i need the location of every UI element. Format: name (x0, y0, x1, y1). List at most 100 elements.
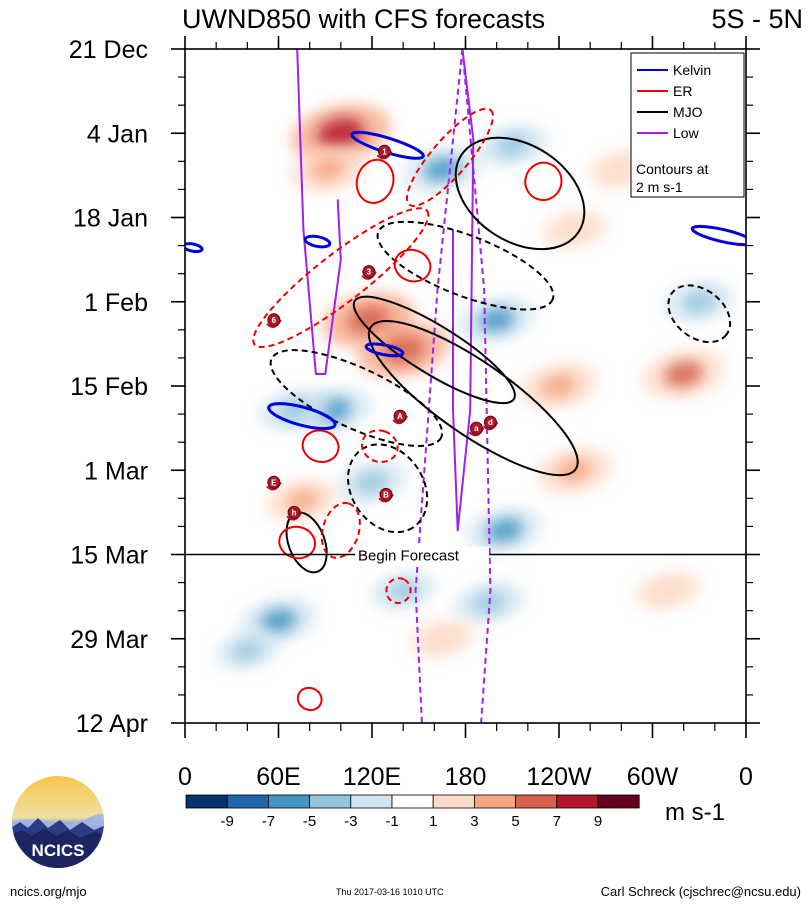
anomaly-blob-core (347, 305, 391, 334)
mjo-contour (367, 319, 579, 477)
colorbar-swatch (473, 794, 516, 809)
storm-marker-label: A (397, 412, 403, 421)
legend: Kelvin ER MJO Low Contours at 2 m s-1 (630, 52, 745, 198)
storm-marker-label: 6 (272, 316, 277, 325)
x-tick-label: 120E (343, 763, 401, 791)
colorbar-tick-label: 7 (553, 813, 561, 830)
kelvin-contour (267, 402, 337, 431)
legend-box (630, 52, 745, 198)
anomaly-blob-core (355, 471, 389, 494)
x-tick-label: 0 (739, 763, 753, 791)
colorbar-units: m s-1 (665, 799, 725, 826)
mjo-contour (269, 349, 444, 447)
y-tick-label: 12 Apr (76, 710, 148, 738)
wave-contours (185, 49, 746, 723)
y-tick-label: 18 Jan (73, 205, 148, 233)
anomaly-blob-core (653, 580, 683, 601)
anomaly-blob-core (540, 374, 578, 398)
y-tick-label: 15 Mar (70, 542, 148, 570)
storm-marker-circle (267, 313, 281, 327)
colorbar-swatch (350, 794, 393, 809)
low-contour (452, 49, 475, 532)
anomaly-blob-core (232, 641, 263, 661)
region-label: 5S - 5N (711, 4, 803, 34)
colorbar-swatch (597, 794, 640, 809)
legend-label-mjo: MJO (673, 104, 703, 120)
low-contour (414, 49, 464, 723)
storm-marker-circle (267, 475, 281, 489)
mjo-contour (454, 136, 586, 251)
legend-note-line2: 2 m s-1 (636, 179, 683, 195)
axes: 21 Dec 4 Jan 18 Jan 1 Feb 15 Feb 1 Mar 15 Mar 2… (69, 36, 760, 791)
colorbar-swatch (556, 794, 599, 809)
colorbar-swatch (185, 794, 228, 809)
y-tick-label: 15 Feb (70, 373, 148, 401)
x-tick-label: 60E (256, 763, 300, 791)
x-tick-label: 180 (445, 763, 487, 791)
colorbar-tick-label: -1 (385, 813, 398, 830)
kelvin-contour (185, 242, 204, 254)
colorbar-tick-label: 1 (429, 813, 437, 830)
ncics-logo: NCICS (12, 776, 104, 868)
chart-title: UWND850 with CFS forecasts (182, 4, 545, 34)
storm-marker-circle (379, 487, 393, 501)
colorbar-tick-label: 3 (470, 813, 478, 830)
anomaly-blob-core (285, 489, 319, 512)
legend-note-line1: Contours at (636, 161, 708, 177)
legend-label-er: ER (673, 83, 692, 99)
storm-marker-label: 3 (367, 268, 372, 277)
er-contour (524, 161, 563, 202)
x-tick-label: 0 (178, 763, 192, 791)
legend-label-kelvin: Kelvin (673, 62, 711, 78)
legend-label-low: Low (673, 125, 700, 141)
anomaly-blob-core (478, 307, 515, 332)
storm-marker-label: h (292, 508, 297, 517)
er-contour (320, 501, 361, 559)
er-contour (278, 525, 317, 560)
logo-text: NCICS (32, 841, 85, 860)
colorbar-tick-label: -7 (262, 813, 275, 830)
x-tick-label: 120W (526, 763, 592, 791)
colorbar: -9 -7 -5 -3 -1 1 3 5 7 9 (185, 794, 640, 830)
y-tick-label: 1 Mar (84, 457, 148, 485)
mjo-contour (376, 220, 555, 311)
er-contour (252, 207, 430, 349)
storm-marker-circle (377, 144, 391, 158)
storm-marker-circle (483, 415, 497, 429)
colorbar-swatch (432, 794, 475, 809)
kelvin-contour (303, 234, 332, 249)
y-tick-label: 29 Mar (70, 626, 148, 654)
mjo-contour (352, 295, 516, 405)
footer-url[interactable]: ncics.org/mjo (10, 884, 87, 899)
colorbar-tick-label: -3 (344, 813, 357, 830)
anomaly-blob-core (606, 159, 637, 179)
er-contour (385, 577, 412, 604)
kelvin-contour (690, 224, 746, 247)
colorbar-tick-label: -9 (221, 813, 234, 830)
storm-marker-circle (393, 409, 407, 423)
er-contour (296, 686, 323, 712)
storm-marker-label: 1 (382, 147, 387, 156)
storm-marker-circle (469, 421, 483, 435)
forecast-label-background (355, 546, 489, 564)
y-tick-label: 21 Dec (69, 36, 148, 64)
colorbar-swatch (226, 794, 269, 809)
colorbar-tick-label: 9 (594, 813, 602, 830)
storm-marker-label: a (474, 424, 479, 433)
anomaly-blob-core (427, 629, 457, 649)
colorbar-tick-label: 5 (511, 813, 519, 830)
er-contour (355, 158, 395, 204)
storm-marker-label: d (488, 418, 493, 427)
anomaly-blob-core (486, 518, 523, 543)
low-contour (461, 49, 492, 723)
y-tick-label: 4 Jan (87, 120, 148, 148)
er-contour (393, 248, 432, 283)
colorbar-swatch (309, 794, 352, 809)
colorbar-swatch (267, 794, 310, 809)
x-tick-label: 60W (627, 763, 679, 791)
er-contour (360, 429, 399, 464)
forecast-label: Begin Forecast (358, 548, 460, 565)
y-tick-label: 1 Feb (84, 289, 148, 317)
anomaly-blob-core (388, 580, 418, 601)
